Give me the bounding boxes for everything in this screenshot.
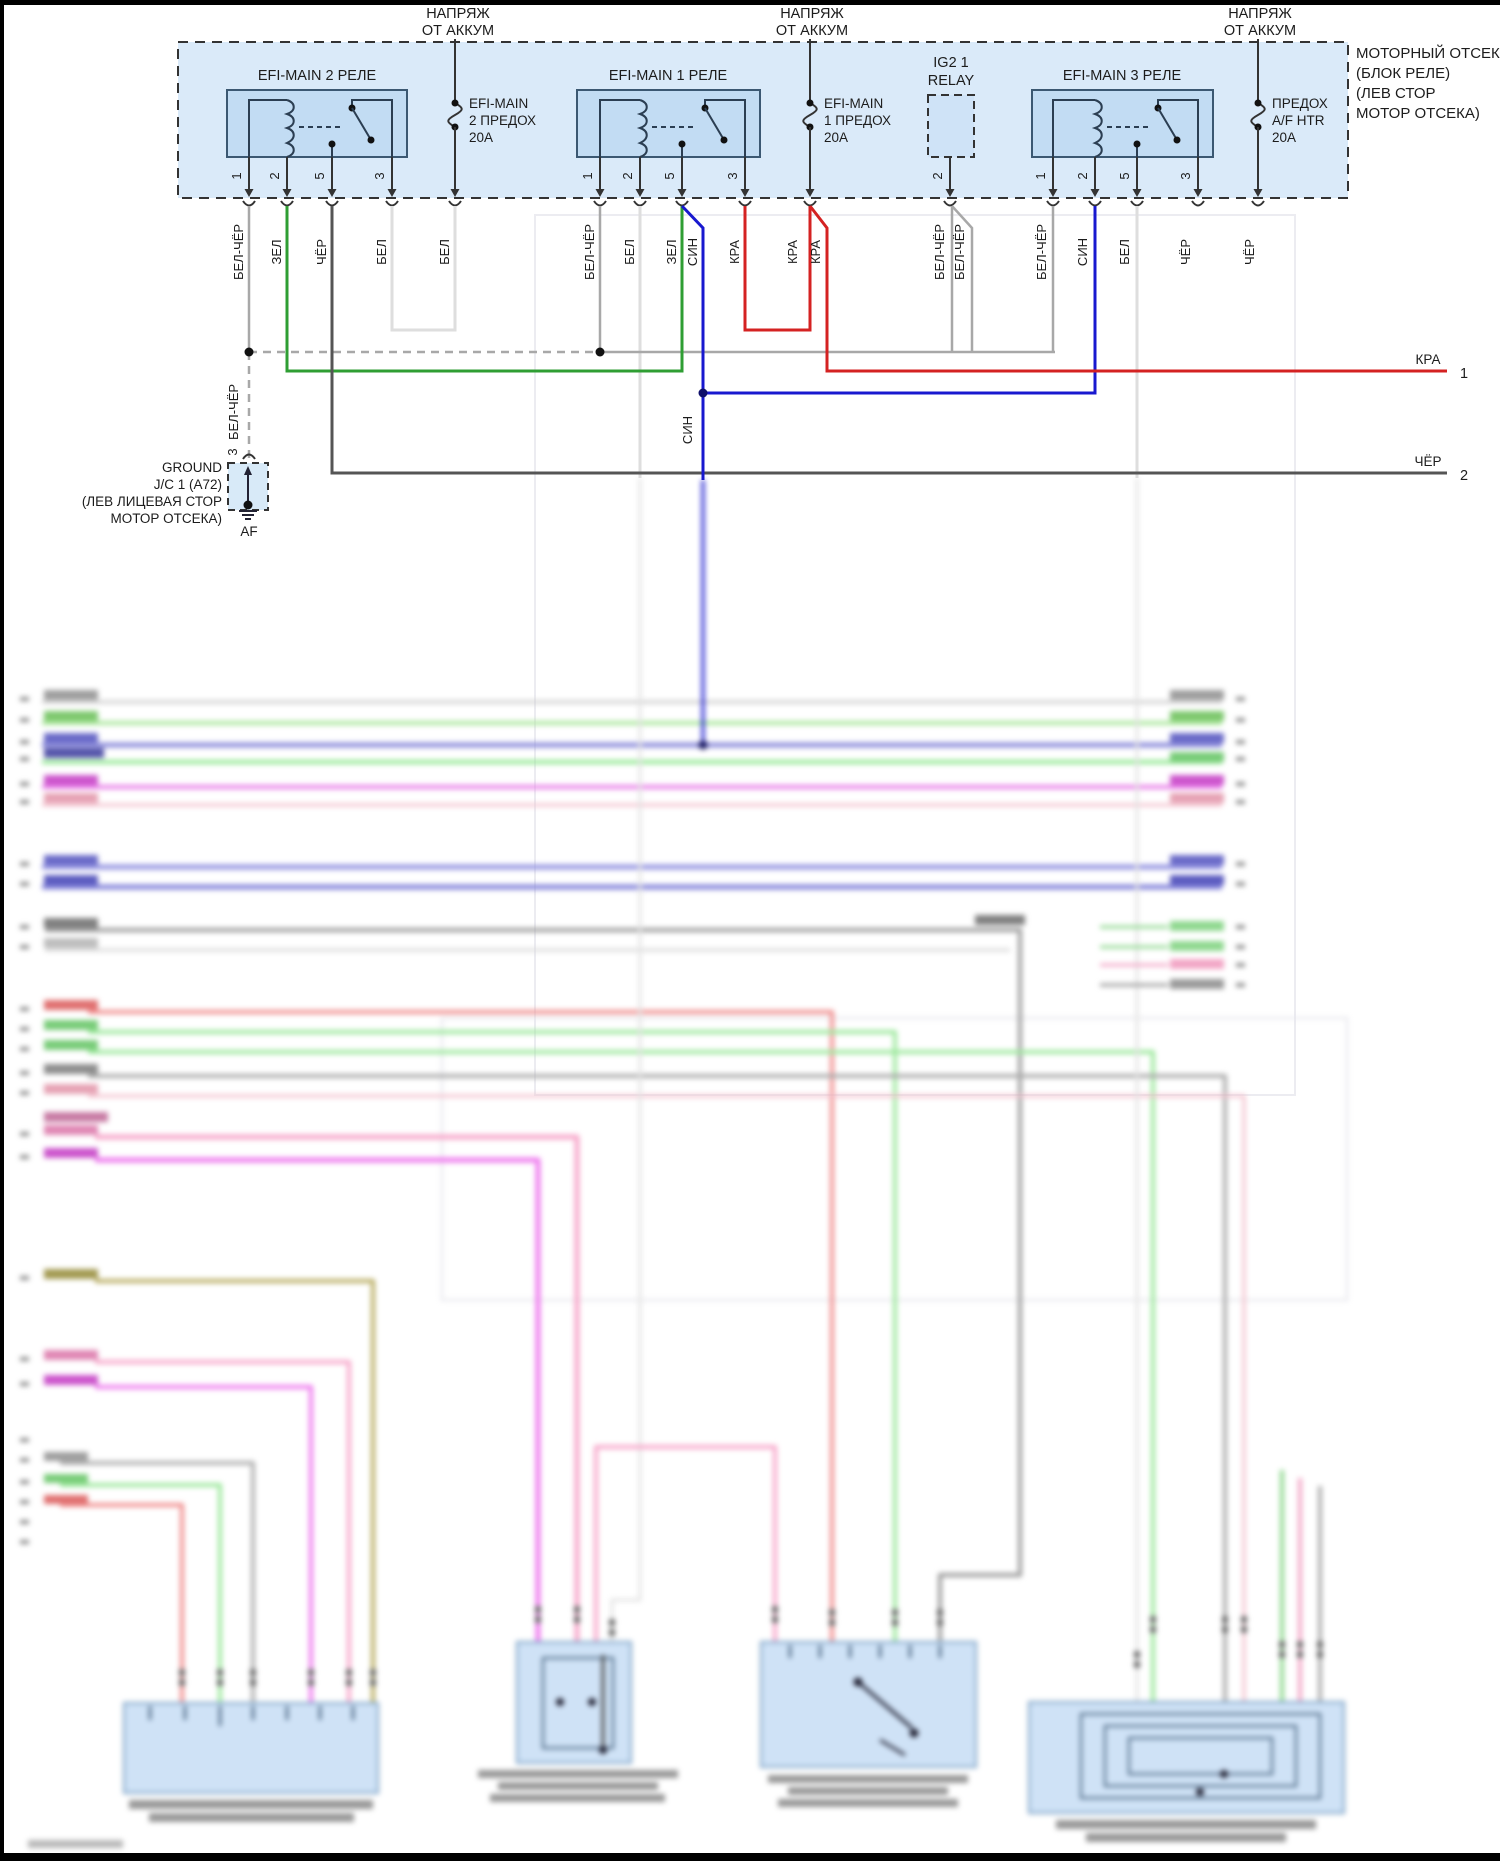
connector-box-4 xyxy=(1028,1701,1345,1842)
svg-text:RELAY: RELAY xyxy=(928,73,975,89)
svg-text:БЕЛ: БЕЛ xyxy=(1117,239,1132,265)
relay-efi-main-1: EFI-MAIN 1 РЕЛЕ 1 2 5 3 xyxy=(576,68,761,207)
svg-text:2: 2 xyxy=(930,172,945,179)
ground-code: AF xyxy=(240,524,257,539)
relay-efi-main-2: EFI-MAIN 2 РЕЛЕ 1 2 5 3 xyxy=(226,68,408,207)
svg-text:ЗЕЛ: ЗЕЛ xyxy=(269,239,284,264)
svg-text:20A: 20A xyxy=(824,130,848,145)
wire-kra-rail xyxy=(808,205,1447,373)
relay-efi-main-3: EFI-MAIN 3 РЕЛЕ 1 2 5 3 xyxy=(1031,68,1214,207)
relay-ig2-1: IG2 1 RELAY 2 xyxy=(927,55,975,207)
svg-text:2: 2 xyxy=(1075,172,1090,179)
blurred-lower-section xyxy=(20,478,1348,1848)
svg-text:2: 2 xyxy=(267,172,282,179)
svg-text:A/F HTR: A/F HTR xyxy=(1272,113,1325,128)
svg-text:СИН: СИН xyxy=(680,416,695,444)
wire-kra-loop xyxy=(743,206,812,332)
svg-text:1 ПРЕДОХ: 1 ПРЕДОХ xyxy=(824,113,891,128)
svg-text:ОТ АККУМ: ОТ АККУМ xyxy=(422,23,494,39)
svg-text:БЕЛ: БЕЛ xyxy=(374,239,389,265)
svg-text:КРА: КРА xyxy=(727,240,742,264)
svg-text:НАПРЯЖ: НАПРЯЖ xyxy=(1228,6,1292,22)
svg-text:ЧЁР: ЧЁР xyxy=(1178,239,1193,265)
svg-text:J/C 1 (A72): J/C 1 (A72) xyxy=(154,477,222,492)
engine-compartment-enclosure: МОТОРНЫЙ ОТСЕК (БЛОК РЕЛЕ) (ЛЕВ СТОР МОТ… xyxy=(177,41,1500,199)
svg-text:БЕЛ-ЧЁР: БЕЛ-ЧЁР xyxy=(582,224,597,280)
wire-label-chips-right xyxy=(975,690,1245,989)
relay-title: EFI-MAIN 2 РЕЛЕ xyxy=(258,68,377,84)
wire-label-chips xyxy=(20,690,108,1544)
svg-text:НАПРЯЖ: НАПРЯЖ xyxy=(426,6,490,22)
svg-text:3: 3 xyxy=(1178,172,1193,179)
svg-text:20A: 20A xyxy=(1272,130,1296,145)
svg-text:ЧЁР: ЧЁР xyxy=(314,239,329,265)
svg-text:БЕЛ: БЕЛ xyxy=(437,239,452,265)
battery-feed-2: НАПРЯЖ ОТ АККУМ EFI-MAIN 1 ПРЕДОХ 20A xyxy=(776,6,891,207)
ground-pin-number: 3 xyxy=(225,448,240,455)
connector-box-3 xyxy=(760,1641,977,1807)
svg-text:ЧЁР: ЧЁР xyxy=(1242,239,1257,265)
svg-text:ЗЕЛ: ЗЕЛ xyxy=(664,239,679,264)
ground-label: GROUND xyxy=(162,460,222,475)
battery-feed-3: НАПРЯЖ ОТ АККУМ ПРЕДОХ A/F HTR 20A xyxy=(1224,6,1328,207)
svg-text:(БЛОК РЕЛЕ): (БЛОК РЕЛЕ) xyxy=(1356,65,1450,82)
fuse-label: EFI-MAIN xyxy=(469,96,528,111)
wire-runs xyxy=(244,204,1447,480)
wire-zel xyxy=(285,206,684,373)
wire-cher-rail xyxy=(330,206,1447,475)
svg-text:МОТОР ОТСЕКА): МОТОР ОТСЕКА) xyxy=(1356,105,1480,122)
svg-text:ОТ АККУМ: ОТ АККУМ xyxy=(776,23,848,39)
svg-text:БЕЛ-ЧЁР: БЕЛ-ЧЁР xyxy=(932,224,947,280)
svg-text:2: 2 xyxy=(620,172,635,179)
svg-text:5: 5 xyxy=(312,172,327,179)
ground-junction: 3 GROUND J/C 1 (A72) (ЛЕВ ЛИЦЕВАЯ СТОР М… xyxy=(82,448,269,539)
compartment-note: МОТОРНЫЙ ОТСЕК xyxy=(1356,44,1500,62)
svg-text:БЕЛ: БЕЛ xyxy=(622,239,637,265)
rail-cher-label: ЧЁР xyxy=(1414,454,1441,469)
svg-text:5: 5 xyxy=(1117,172,1132,179)
connector-box-2 xyxy=(478,1641,678,1802)
svg-text:КРА: КРА xyxy=(785,240,800,264)
rail-cher-number: 2 xyxy=(1460,468,1468,484)
pin-number: 1 xyxy=(229,172,244,179)
svg-text:БЕЛ-ЧЁР: БЕЛ-ЧЁР xyxy=(231,224,246,280)
svg-text:2 ПРЕДОХ: 2 ПРЕДОХ xyxy=(469,113,536,128)
svg-text:3: 3 xyxy=(725,172,740,179)
fuse-label: EFI-MAIN xyxy=(824,96,883,111)
rail-kra-label: КРА xyxy=(1416,352,1441,367)
svg-text:СИН: СИН xyxy=(685,238,700,266)
svg-text:(ЛЕВ СТОР: (ЛЕВ СТОР xyxy=(1356,85,1436,102)
relay-title: EFI-MAIN 1 РЕЛЕ xyxy=(609,68,728,84)
wire-color-labels: БЕЛ-ЧЁР ЗЕЛ ЧЁР БЕЛ БЕЛ БЕЛ-ЧЁР БЕЛ ЗЕЛ … xyxy=(226,224,1257,444)
connector-box-1 xyxy=(123,1702,379,1822)
svg-text:1: 1 xyxy=(580,172,595,179)
svg-text:КРА: КРА xyxy=(808,240,823,264)
svg-text:(ЛЕВ ЛИЦЕВАЯ СТОР: (ЛЕВ ЛИЦЕВАЯ СТОР xyxy=(82,494,222,509)
svg-text:1: 1 xyxy=(1033,172,1048,179)
svg-text:СИН: СИН xyxy=(1075,238,1090,266)
wire-bel-loop xyxy=(390,206,457,332)
rail-labels: КРА 1 ЧЁР 2 xyxy=(1414,352,1468,484)
svg-text:20A: 20A xyxy=(469,130,493,145)
svg-text:БЕЛ-ЧЁР: БЕЛ-ЧЁР xyxy=(952,224,967,280)
svg-text:БЕЛ-ЧЁР: БЕЛ-ЧЁР xyxy=(226,384,241,440)
relay-title: IG2 1 xyxy=(933,55,968,71)
svg-text:МОТОР ОТСЕКА): МОТОР ОТСЕКА) xyxy=(110,511,222,526)
fuse-label: ПРЕДОХ xyxy=(1272,96,1328,111)
svg-text:3: 3 xyxy=(372,172,387,179)
svg-text:5: 5 xyxy=(662,172,677,179)
svg-text:БЕЛ-ЧЁР: БЕЛ-ЧЁР xyxy=(1034,224,1049,280)
battery-feed-1: НАПРЯЖ ОТ АККУМ EFI-MAIN 2 ПРЕДОХ 20A xyxy=(422,6,536,207)
rail-kra-number: 1 xyxy=(1460,366,1468,382)
relay-title: EFI-MAIN 3 РЕЛЕ xyxy=(1063,68,1182,84)
svg-text:ОТ АККУМ: ОТ АККУМ xyxy=(1224,23,1296,39)
svg-text:НАПРЯЖ: НАПРЯЖ xyxy=(780,6,844,22)
watermark-text xyxy=(28,1840,123,1848)
